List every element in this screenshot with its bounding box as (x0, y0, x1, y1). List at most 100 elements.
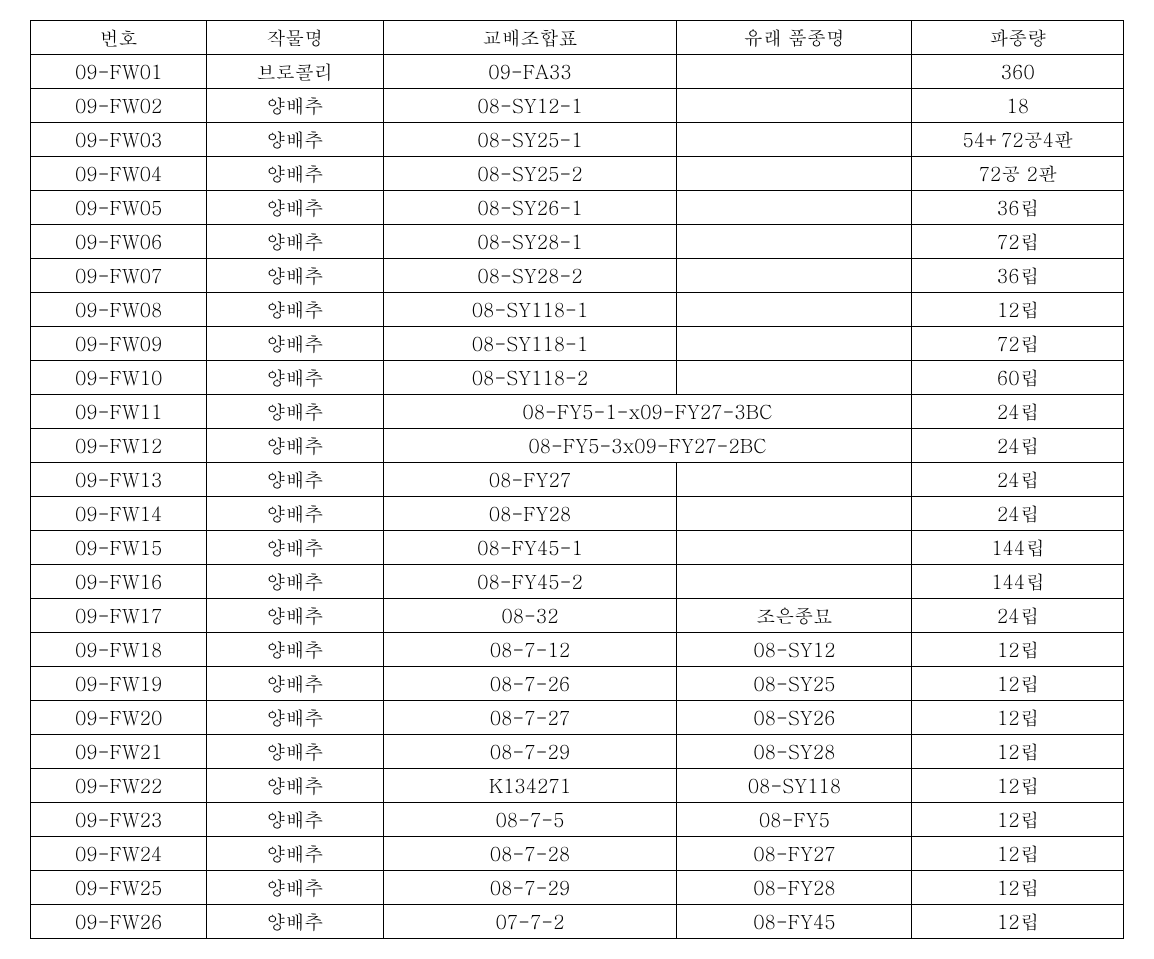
cell-crop: 양배추 (207, 123, 383, 157)
cell-crop: 양배추 (207, 735, 383, 769)
cell-cross: 08-7-26 (383, 667, 677, 701)
table-row: 09-FW26양배추07-7-208-FY4512립 (31, 905, 1124, 939)
cell-quantity: 24립 (912, 395, 1124, 429)
cell-number: 09-FW17 (31, 599, 207, 633)
cell-number: 09-FW11 (31, 395, 207, 429)
table-row: 09-FW05양배추08-SY26-136립 (31, 191, 1124, 225)
cell-origin (677, 157, 912, 191)
cell-quantity: 144립 (912, 531, 1124, 565)
cell-number: 09-FW02 (31, 89, 207, 123)
cell-quantity: 12립 (912, 837, 1124, 871)
cell-number: 09-FW15 (31, 531, 207, 565)
cell-cross: 08-7-28 (383, 837, 677, 871)
cell-crop: 양배추 (207, 803, 383, 837)
cell-cross: 08-32 (383, 599, 677, 633)
table-row: 09-FW20양배추08-7-2708-SY2612립 (31, 701, 1124, 735)
cell-origin: 08-FY45 (677, 905, 912, 939)
table-row: 09-FW02양배추08-SY12-118 (31, 89, 1124, 123)
cell-crop: 양배추 (207, 599, 383, 633)
cell-cross: 08-7-27 (383, 701, 677, 735)
cell-number: 09-FW19 (31, 667, 207, 701)
cell-quantity: 72공 2판 (912, 157, 1124, 191)
cell-cross: 08-7-5 (383, 803, 677, 837)
table-row: 09-FW04양배추08-SY25-272공 2판 (31, 157, 1124, 191)
cell-origin: 08-SY26 (677, 701, 912, 735)
cell-crop: 양배추 (207, 837, 383, 871)
cell-quantity: 12립 (912, 701, 1124, 735)
cell-cross: 08-7-12 (383, 633, 677, 667)
table-row: 09-FW19양배추08-7-2608-SY2512립 (31, 667, 1124, 701)
cell-origin (677, 361, 912, 395)
cell-number: 09-FW16 (31, 565, 207, 599)
table-row: 09-FW12양배추08-FY5-3x09-FY27-2BC24립 (31, 429, 1124, 463)
cell-crop: 양배추 (207, 259, 383, 293)
cell-crop: 양배추 (207, 327, 383, 361)
cell-quantity: 54+72공4판 (912, 123, 1124, 157)
cell-cross: 08-SY26-1 (383, 191, 677, 225)
cell-crop: 양배추 (207, 463, 383, 497)
cell-crop: 브로콜리 (207, 55, 383, 89)
cell-cross: 08-SY118-1 (383, 327, 677, 361)
cell-quantity: 12립 (912, 735, 1124, 769)
cell-quantity: 12립 (912, 803, 1124, 837)
cell-origin (677, 191, 912, 225)
cell-origin (677, 327, 912, 361)
cell-origin: 조은종묘 (677, 599, 912, 633)
cell-number: 09-FW13 (31, 463, 207, 497)
cell-number: 09-FW26 (31, 905, 207, 939)
cell-number: 09-FW06 (31, 225, 207, 259)
cell-number: 09-FW03 (31, 123, 207, 157)
table-row: 09-FW08양배추08-SY118-112립 (31, 293, 1124, 327)
cell-number: 09-FW10 (31, 361, 207, 395)
cell-crop: 양배추 (207, 395, 383, 429)
cell-origin (677, 259, 912, 293)
cell-origin: 08-FY27 (677, 837, 912, 871)
cell-crop: 양배추 (207, 157, 383, 191)
cell-quantity: 12립 (912, 293, 1124, 327)
cell-quantity: 60립 (912, 361, 1124, 395)
table-row: 09-FW17양배추08-32조은종묘24립 (31, 599, 1124, 633)
header-cross: 교배조합표 (383, 21, 677, 55)
cell-cross: 09-FA33 (383, 55, 677, 89)
cell-cross: 08-SY118-2 (383, 361, 677, 395)
table-body: 09-FW01브로콜리09-FA33 36009-FW02양배추08-SY12-1… (31, 55, 1124, 939)
cell-quantity: 72립 (912, 327, 1124, 361)
cell-origin (677, 565, 912, 599)
cell-cross: 08-FY27 (383, 463, 677, 497)
cell-number: 09-FW12 (31, 429, 207, 463)
cell-number: 09-FW07 (31, 259, 207, 293)
seed-table: 번호 작물명 교배조합표 유래 품종명 파종량 09-FW01브로콜리09-FA… (30, 20, 1124, 939)
cell-number: 09-FW08 (31, 293, 207, 327)
cell-crop: 양배추 (207, 225, 383, 259)
cell-origin: 08-SY28 (677, 735, 912, 769)
cell-number: 09-FW01 (31, 55, 207, 89)
cell-number: 09-FW23 (31, 803, 207, 837)
cell-origin (677, 55, 912, 89)
cell-cross-merged: 08-FY5-1-x09-FY27-3BC (383, 395, 912, 429)
cell-crop: 양배추 (207, 667, 383, 701)
cell-origin: 08-SY12 (677, 633, 912, 667)
table-row: 09-FW11양배추08-FY5-1-x09-FY27-3BC24립 (31, 395, 1124, 429)
cell-origin (677, 123, 912, 157)
table-row: 09-FW03양배추08-SY25-154+72공4판 (31, 123, 1124, 157)
table-row: 09-FW16양배추08-FY45-2144립 (31, 565, 1124, 599)
cell-quantity: 360 (912, 55, 1124, 89)
cell-quantity: 72립 (912, 225, 1124, 259)
table-row: 09-FW23양배추08-7-508-FY512립 (31, 803, 1124, 837)
cell-crop: 양배추 (207, 497, 383, 531)
cell-cross: 07-7-2 (383, 905, 677, 939)
cell-origin: 08-SY25 (677, 667, 912, 701)
cell-quantity: 12립 (912, 769, 1124, 803)
table-row: 09-FW14양배추08-FY2824립 (31, 497, 1124, 531)
header-crop: 작물명 (207, 21, 383, 55)
cell-cross: 08-FY45-1 (383, 531, 677, 565)
cell-cross: 08-FY28 (383, 497, 677, 531)
cell-quantity: 36립 (912, 191, 1124, 225)
cell-origin: 08-FY5 (677, 803, 912, 837)
cell-number: 09-FW14 (31, 497, 207, 531)
table-row: 09-FW24양배추08-7-2808-FY2712립 (31, 837, 1124, 871)
cell-origin (677, 89, 912, 123)
cell-quantity: 12립 (912, 667, 1124, 701)
header-quantity: 파종량 (912, 21, 1124, 55)
table-row: 09-FW13양배추08-FY2724립 (31, 463, 1124, 497)
